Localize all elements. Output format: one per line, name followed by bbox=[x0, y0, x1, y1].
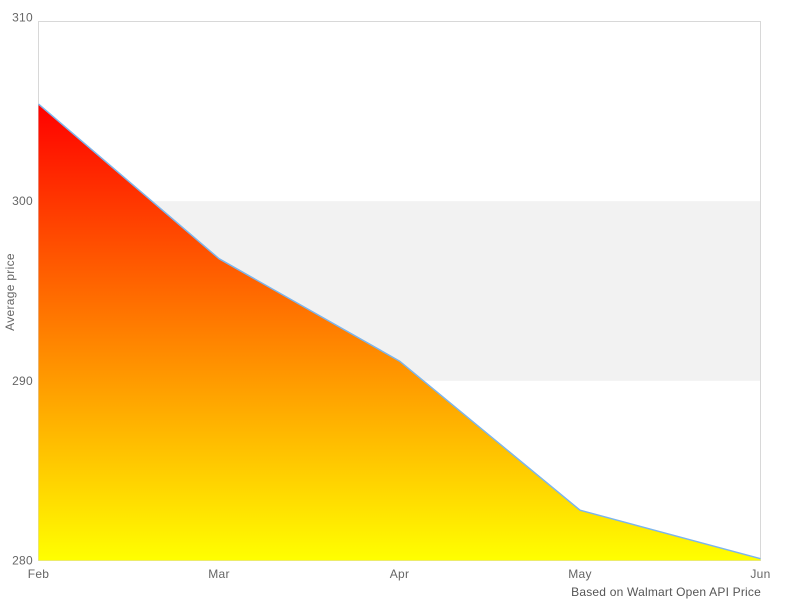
y-axis-title: Average price bbox=[3, 253, 17, 331]
y-tick-label: 280 bbox=[12, 554, 33, 568]
y-axis-labels: 280 290 300 310 bbox=[12, 11, 33, 568]
chart-caption: Based on Walmart Open API Price bbox=[571, 585, 761, 599]
y-tick-label: 300 bbox=[12, 194, 33, 208]
area-fill bbox=[38, 104, 761, 561]
x-tick-label: Feb bbox=[28, 567, 50, 581]
y-tick-label: 290 bbox=[12, 374, 33, 388]
x-tick-label: Apr bbox=[390, 567, 410, 581]
x-axis-labels: Feb Mar Apr May Jun bbox=[28, 567, 771, 581]
y-tick-label: 310 bbox=[12, 11, 33, 25]
x-tick-label: May bbox=[568, 567, 592, 581]
series-line bbox=[38, 103, 761, 560]
x-tick-label: Mar bbox=[208, 567, 230, 581]
price-series-area bbox=[38, 103, 761, 561]
x-tick-label: Jun bbox=[750, 567, 770, 581]
